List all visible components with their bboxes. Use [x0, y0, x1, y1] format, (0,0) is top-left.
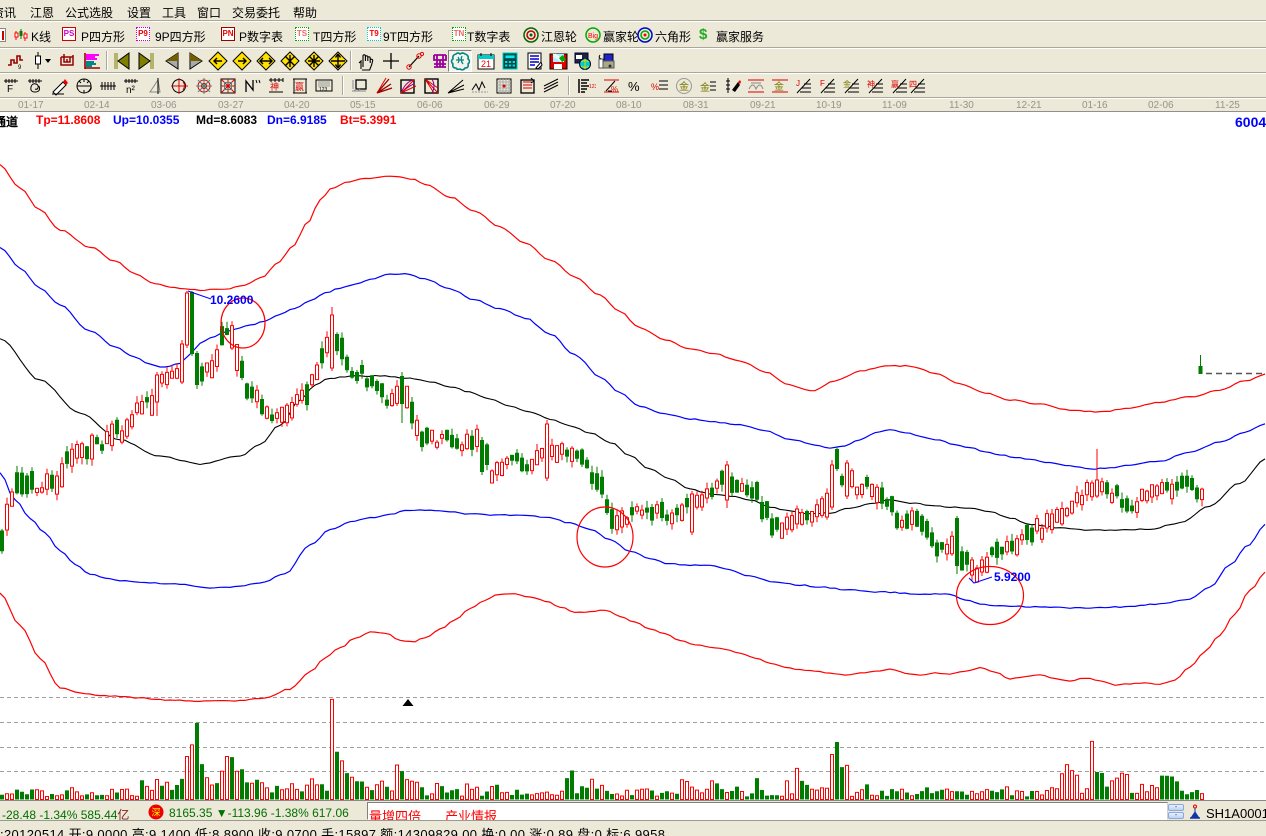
svg-text:金: 金 — [679, 80, 689, 93]
svg-text:深: 深 — [151, 808, 160, 818]
svg-text:n²: n² — [126, 85, 136, 96]
svg-text:Big: Big — [588, 33, 598, 40]
svg-text:J: J — [796, 79, 800, 88]
svg-text:%: % — [611, 85, 618, 94]
svg-text:金: 金 — [774, 80, 784, 93]
svg-text:5.9200: 5.9200 — [994, 570, 1031, 584]
svg-text:123: 123 — [319, 87, 328, 93]
svg-text:123: 123 — [589, 84, 596, 90]
svg-text:F: F — [820, 79, 825, 88]
svg-text:%: % — [651, 82, 659, 92]
svg-text:F: F — [7, 84, 13, 95]
svg-text:神: 神 — [867, 79, 875, 89]
svg-text:四: 四 — [909, 80, 917, 89]
svg-text:赢: 赢 — [295, 81, 304, 92]
svg-text:10.2600: 10.2600 — [210, 293, 254, 307]
svg-text:21: 21 — [481, 59, 491, 69]
svg-text:金: 金 — [843, 79, 851, 89]
svg-text:金: 金 — [700, 81, 710, 94]
svg-text:%: % — [628, 79, 640, 94]
svg-text:神: 神 — [270, 81, 279, 92]
svg-text:9: 9 — [18, 65, 22, 71]
svg-text:赢: 赢 — [891, 79, 899, 89]
